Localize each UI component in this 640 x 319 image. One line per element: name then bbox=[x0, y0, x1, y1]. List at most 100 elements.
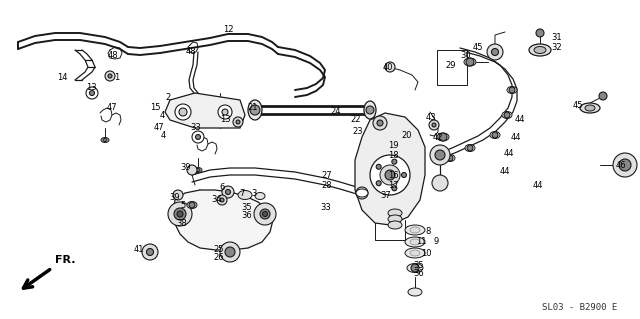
Circle shape bbox=[447, 155, 453, 161]
Text: 8: 8 bbox=[426, 226, 431, 235]
Text: 44: 44 bbox=[511, 132, 521, 142]
Text: 5: 5 bbox=[180, 201, 186, 210]
Text: 7: 7 bbox=[239, 189, 244, 198]
Circle shape bbox=[260, 209, 270, 219]
Ellipse shape bbox=[585, 105, 595, 111]
Text: 23: 23 bbox=[353, 127, 364, 136]
Text: 13: 13 bbox=[220, 115, 230, 124]
Text: 12: 12 bbox=[223, 26, 233, 34]
Circle shape bbox=[187, 165, 197, 175]
Ellipse shape bbox=[502, 112, 512, 118]
Ellipse shape bbox=[388, 221, 402, 229]
Circle shape bbox=[366, 106, 374, 114]
Circle shape bbox=[504, 112, 510, 118]
Text: 28: 28 bbox=[322, 181, 332, 189]
Ellipse shape bbox=[407, 263, 423, 272]
Text: 36: 36 bbox=[242, 211, 252, 220]
Ellipse shape bbox=[388, 215, 402, 223]
Text: 4: 4 bbox=[161, 130, 166, 139]
Ellipse shape bbox=[507, 86, 517, 93]
Circle shape bbox=[509, 87, 515, 93]
Text: 10: 10 bbox=[420, 249, 431, 257]
Circle shape bbox=[380, 165, 400, 185]
Circle shape bbox=[439, 133, 447, 141]
Text: 16: 16 bbox=[388, 172, 398, 181]
Ellipse shape bbox=[437, 133, 449, 141]
Circle shape bbox=[373, 116, 387, 130]
Circle shape bbox=[179, 108, 187, 116]
Circle shape bbox=[385, 62, 395, 72]
Text: 22: 22 bbox=[351, 115, 361, 124]
Ellipse shape bbox=[445, 154, 455, 161]
Text: 20: 20 bbox=[402, 131, 412, 140]
Text: 15: 15 bbox=[150, 103, 160, 113]
Circle shape bbox=[174, 208, 186, 220]
Text: SL03 - B2900 E: SL03 - B2900 E bbox=[542, 303, 618, 313]
Circle shape bbox=[173, 190, 183, 200]
Text: 48: 48 bbox=[186, 47, 196, 56]
Ellipse shape bbox=[405, 225, 425, 235]
Text: 24: 24 bbox=[331, 108, 341, 116]
Circle shape bbox=[218, 105, 232, 119]
Text: 47: 47 bbox=[107, 103, 117, 113]
Circle shape bbox=[254, 203, 276, 225]
Text: 47: 47 bbox=[154, 123, 164, 132]
Circle shape bbox=[401, 173, 406, 177]
Ellipse shape bbox=[187, 202, 197, 209]
Ellipse shape bbox=[465, 145, 475, 152]
Circle shape bbox=[536, 29, 544, 37]
Text: 29: 29 bbox=[445, 61, 456, 70]
Text: 34: 34 bbox=[212, 196, 222, 204]
Circle shape bbox=[250, 105, 260, 115]
Text: 3: 3 bbox=[252, 189, 257, 198]
Circle shape bbox=[192, 131, 204, 143]
Ellipse shape bbox=[410, 227, 420, 233]
Ellipse shape bbox=[405, 237, 425, 247]
Text: 33: 33 bbox=[191, 123, 202, 132]
Ellipse shape bbox=[580, 103, 600, 113]
Circle shape bbox=[262, 211, 268, 217]
Text: 44: 44 bbox=[500, 167, 510, 176]
Ellipse shape bbox=[364, 101, 376, 119]
Text: FR.: FR. bbox=[55, 255, 76, 265]
Circle shape bbox=[430, 145, 450, 165]
Text: 30: 30 bbox=[461, 51, 471, 61]
Circle shape bbox=[105, 71, 115, 81]
Text: 46: 46 bbox=[616, 160, 627, 169]
Ellipse shape bbox=[103, 138, 107, 142]
Circle shape bbox=[619, 159, 631, 171]
Circle shape bbox=[189, 202, 195, 208]
Circle shape bbox=[376, 181, 381, 186]
Ellipse shape bbox=[388, 209, 402, 217]
Circle shape bbox=[432, 175, 448, 191]
Circle shape bbox=[392, 159, 397, 164]
Circle shape bbox=[492, 132, 498, 138]
Circle shape bbox=[432, 123, 436, 127]
Circle shape bbox=[220, 242, 240, 262]
Text: 44: 44 bbox=[504, 149, 515, 158]
Text: 42: 42 bbox=[433, 132, 444, 142]
Circle shape bbox=[377, 120, 383, 126]
Text: 41: 41 bbox=[134, 246, 144, 255]
Text: 2: 2 bbox=[165, 93, 171, 101]
Ellipse shape bbox=[464, 58, 476, 66]
Circle shape bbox=[220, 198, 224, 202]
Text: 19: 19 bbox=[388, 142, 398, 151]
Circle shape bbox=[492, 48, 499, 56]
Circle shape bbox=[392, 186, 397, 191]
Ellipse shape bbox=[410, 250, 420, 256]
Circle shape bbox=[142, 244, 158, 260]
Ellipse shape bbox=[408, 288, 422, 296]
Circle shape bbox=[225, 247, 235, 257]
Ellipse shape bbox=[534, 47, 546, 54]
Text: 35: 35 bbox=[413, 261, 424, 270]
Text: 17: 17 bbox=[388, 181, 398, 189]
Text: 6: 6 bbox=[220, 183, 225, 192]
Circle shape bbox=[376, 164, 381, 169]
Circle shape bbox=[177, 211, 183, 217]
Circle shape bbox=[487, 44, 503, 60]
Ellipse shape bbox=[405, 248, 425, 258]
Text: 13: 13 bbox=[86, 84, 96, 93]
Circle shape bbox=[168, 202, 192, 226]
Text: 18: 18 bbox=[388, 151, 398, 160]
